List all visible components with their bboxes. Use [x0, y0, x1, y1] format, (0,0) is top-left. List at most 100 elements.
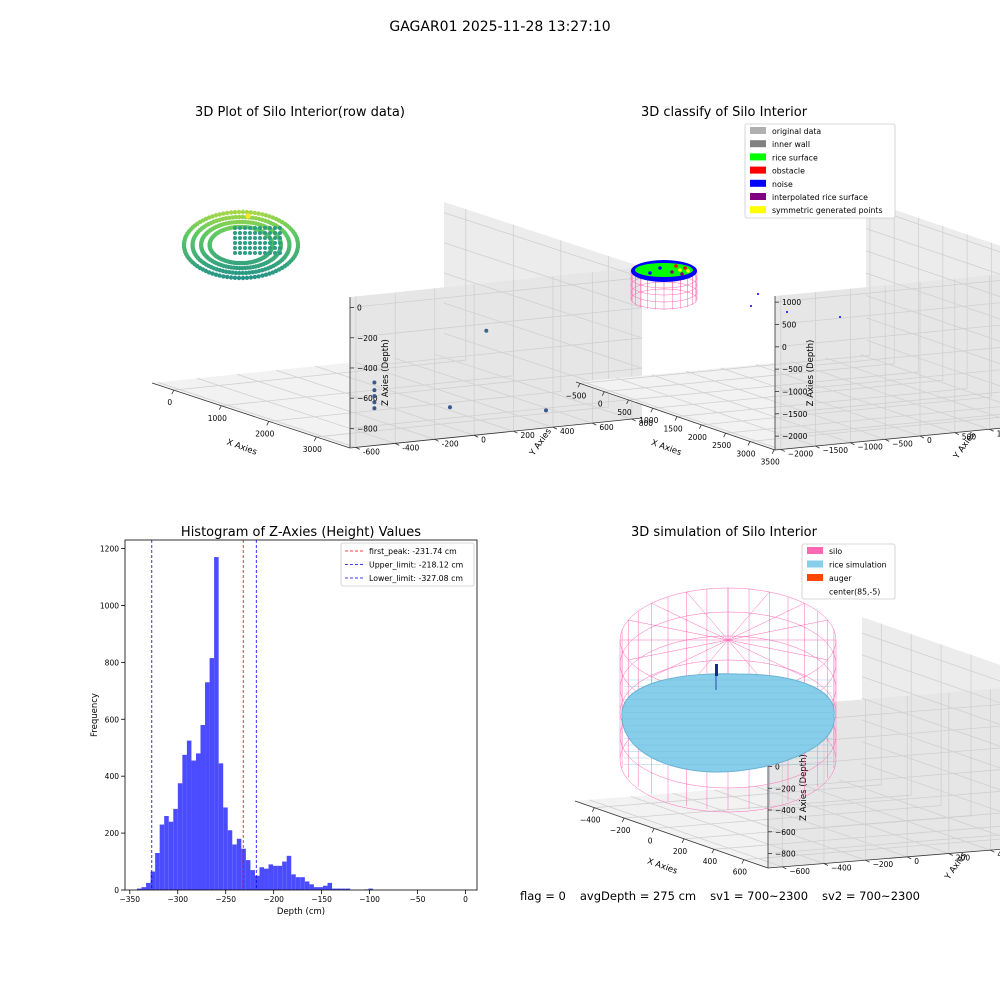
classify-legend-label: noise — [772, 180, 793, 189]
histogram-bar — [327, 882, 333, 890]
p1-y-tick — [434, 438, 439, 442]
histogram-bar — [141, 887, 147, 890]
p2-y-tick — [850, 442, 855, 446]
histogram-y-tick-label: 200 — [105, 829, 120, 838]
raw-point — [263, 272, 269, 277]
p1-z-tick-label: 0 — [357, 304, 362, 313]
classify-point — [680, 272, 684, 276]
p2-grid-z — [774, 228, 1000, 325]
histogram-bar — [182, 754, 187, 890]
raw-point — [221, 274, 226, 279]
raw-point — [248, 251, 252, 255]
p4-xlabel: X Axies — [646, 857, 679, 877]
p2-z-tick-label: 1000 — [782, 298, 801, 307]
raw-outlier-point — [372, 394, 377, 399]
raw-point — [248, 226, 252, 230]
p4-x-tick-label: 400 — [703, 857, 718, 866]
classify-plot-title: 3D classify of Silo Interior — [641, 105, 808, 120]
p2-grid-x — [628, 217, 919, 401]
p4-y-axis-line — [767, 849, 1000, 869]
p4-y-tick-label: −200 — [873, 860, 894, 869]
simulation-silo-spoke — [628, 639, 729, 661]
p4-y-tick-label: −400 — [831, 864, 852, 873]
raw-outlier-point — [372, 400, 377, 405]
p4-x-tick — [651, 828, 655, 833]
raw-point — [217, 273, 222, 278]
histogram-bar — [345, 888, 351, 890]
p2-grid-x — [652, 226, 944, 409]
p1-y-tick — [473, 434, 479, 438]
histogram-x-tick-label: −150 — [311, 895, 332, 904]
raw-point — [217, 212, 222, 217]
p4-y-tick-label: 0 — [914, 857, 919, 866]
p1-y-tick-label: 0 — [481, 435, 486, 444]
p1-x-tick — [313, 436, 317, 442]
simulation-silo-spoke — [686, 591, 729, 641]
simulation-legend-label: auger — [829, 574, 852, 583]
raw-point — [287, 240, 292, 246]
classify-point — [674, 264, 678, 268]
p1-z-tick-label: −200 — [357, 334, 378, 343]
p2-x-tick-label: 3500 — [761, 458, 780, 467]
depth-histogram: Histogram of Z-Axies (Height) Values −35… — [90, 525, 478, 917]
histogram-bar — [268, 864, 274, 890]
histogram-x-tick-label: −250 — [215, 895, 236, 904]
p1-z-tick-label: −800 — [357, 424, 378, 433]
p2-x-tick — [699, 424, 702, 430]
p2-y-tick — [919, 435, 925, 439]
raw-point — [295, 240, 301, 245]
raw-point — [230, 215, 235, 220]
histogram-bar — [227, 830, 233, 890]
raw-point — [268, 251, 272, 255]
p2-y-tick-label: −1500 — [823, 446, 849, 455]
raw-outlier-point — [372, 388, 377, 393]
simulation-legend: silo rice simulation auger center(85,-5) — [801, 543, 896, 600]
raw-point — [263, 246, 267, 250]
p2-grid-z — [774, 317, 1000, 415]
p4-grid-z — [767, 654, 1000, 746]
raw-point — [253, 246, 257, 250]
histogram-bar — [191, 760, 196, 890]
p1-y-tick-label: 800 — [639, 419, 654, 428]
simulation-silo-spoke — [727, 603, 805, 641]
raw-point — [236, 275, 242, 281]
p4-grid-z — [767, 719, 1000, 811]
histogram-y-tick-label: 1200 — [100, 545, 119, 554]
histogram-bar — [205, 682, 210, 890]
histogram-legend-box — [340, 542, 475, 587]
raw-point — [268, 231, 272, 235]
p2-x-tick — [747, 441, 751, 446]
raw-point — [252, 274, 257, 280]
p2-x-tick-label: 0 — [598, 400, 603, 409]
p4-z-tick-label: −400 — [775, 806, 796, 815]
raw-point — [221, 211, 226, 216]
raw-point — [278, 226, 282, 230]
histogram-bar — [273, 865, 278, 890]
histogram-bar — [309, 884, 314, 890]
p1-grid-x — [173, 209, 467, 391]
p4-y-tick-label: 200 — [956, 854, 971, 863]
p2-grid-z — [774, 295, 1000, 392]
classify-point — [670, 270, 674, 274]
histogram-bar — [150, 871, 156, 890]
histogram-bar — [232, 844, 237, 890]
raw-point — [258, 251, 262, 255]
raw-point — [256, 274, 261, 279]
raw-point — [240, 214, 245, 220]
p4-y-tick-label: 400 — [997, 850, 1000, 859]
p2-x-tick — [650, 408, 654, 413]
p1-y-tick — [355, 447, 361, 450]
p2-grid-x — [701, 242, 992, 426]
raw-point — [258, 226, 262, 230]
histogram-y-tick-label: 400 — [105, 772, 120, 781]
raw-point — [263, 236, 267, 240]
raw-point — [238, 246, 242, 250]
raw-point — [238, 226, 242, 230]
raw-point — [268, 226, 272, 230]
histogram-bar — [241, 848, 246, 890]
p2-grid-x — [725, 406, 1000, 434]
histogram-bar — [164, 816, 169, 890]
p4-grid-x — [654, 644, 942, 829]
raw-outlier-point — [372, 380, 377, 385]
